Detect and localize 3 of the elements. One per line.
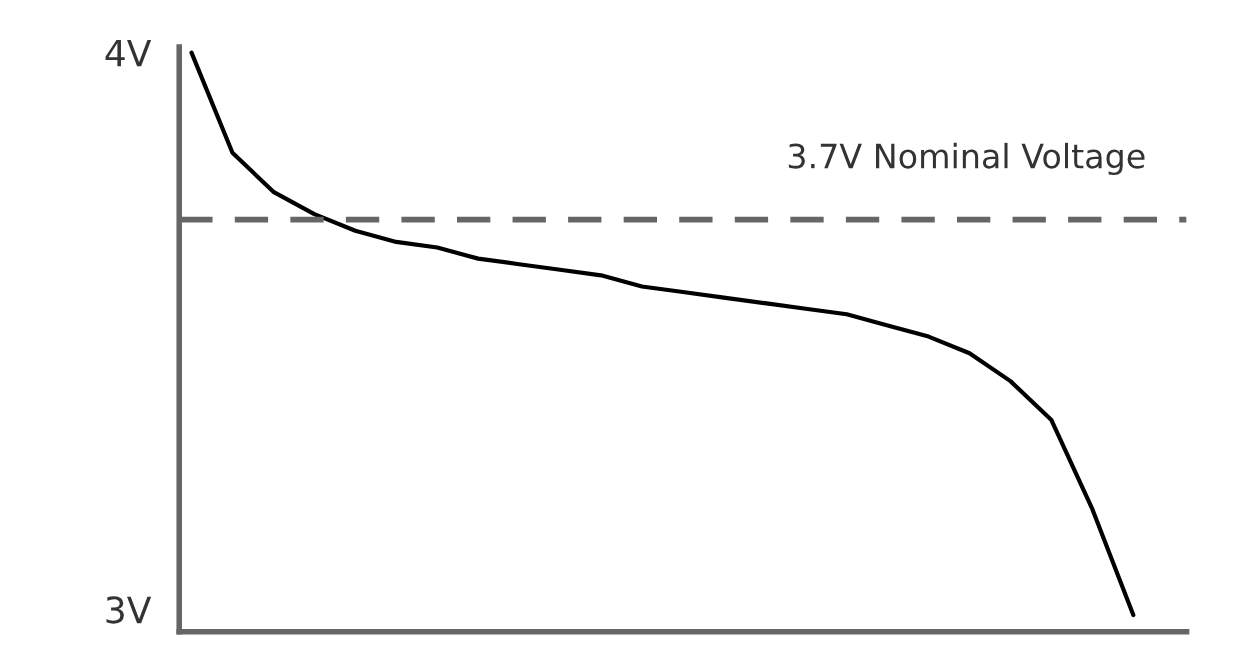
ref-line-label: 3.7V Nominal Voltage: [788, 142, 1145, 176]
y-tick-label: 4V: [105, 40, 152, 67]
y-tick-label: 3V: [106, 596, 152, 624]
